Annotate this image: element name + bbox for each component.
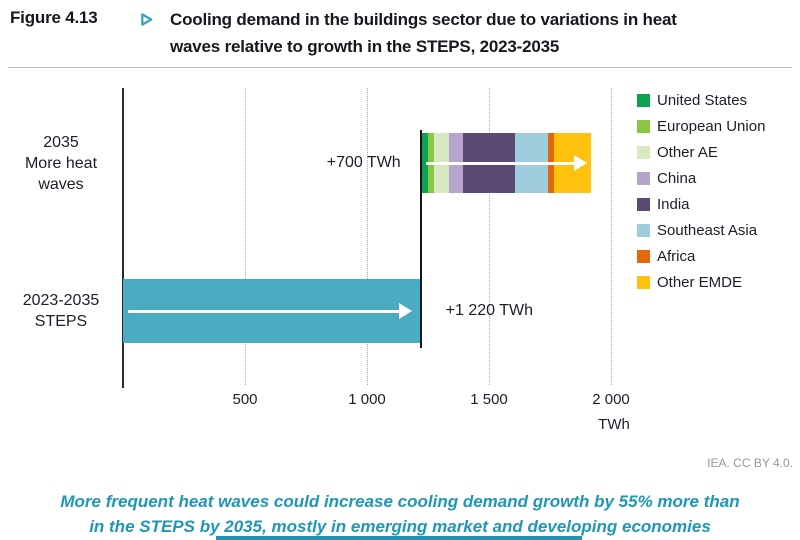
- legend-label-other-ae: Other AE: [657, 143, 718, 161]
- figure-number: Figure 4.13: [10, 8, 98, 27]
- row-label-2035-more-heat-waves: 2035 More heat waves: [2, 132, 120, 195]
- legend-label-european-union: European Union: [657, 117, 766, 135]
- legend-swatch-africa: [637, 249, 650, 263]
- gridline-1500: [489, 88, 490, 385]
- cooling-demand-chart: 500 1 000 1 500 2 000 TWh +700 TWh +1 220 TWh 2…: [2, 88, 765, 433]
- page-footer-band: [216, 536, 582, 540]
- header-divider: [8, 67, 792, 68]
- row-label-line: STEPS: [34, 313, 88, 330]
- figure-caption: More frequent heat waves could increase …: [0, 489, 800, 539]
- legend-item-china: China: [637, 169, 696, 187]
- row-label-line: More heat: [24, 154, 98, 172]
- steps-arrow-shaft: [128, 309, 400, 313]
- gridline-1000: [367, 88, 368, 385]
- row-label-line: waves: [38, 175, 84, 193]
- heatwave-arrow-head-icon: [574, 155, 588, 171]
- legend-swatch-china: [637, 171, 650, 185]
- legend-label-united-states: United States: [657, 91, 748, 109]
- figure-title-line1: Cooling demand in the buildings sector d…: [170, 10, 677, 29]
- baseline-1220-line: [419, 130, 422, 348]
- figure-title-line2: waves relative to growth in the STEPS, 2…: [170, 37, 560, 56]
- legend-swatch-other-emde: [637, 275, 650, 289]
- x-tick-1000: 1 000: [348, 391, 386, 408]
- heatwave-annotation: +700 TWh: [326, 154, 401, 171]
- steps-arrow-head-icon: [398, 303, 412, 319]
- x-tick-500: 500: [232, 391, 258, 408]
- legend-swatch-southeast-asia: [637, 223, 650, 237]
- legend-item-european-union: European Union: [637, 117, 765, 135]
- gridline-2000: [611, 88, 612, 385]
- caption-line1: More frequent heat waves could increase …: [60, 492, 740, 511]
- bar-segment-united-states: [420, 133, 428, 193]
- legend-item-southeast-asia: Southeast Asia: [637, 221, 757, 239]
- legend-label-india: India: [657, 195, 690, 213]
- legend-swatch-other-ae: [637, 145, 650, 159]
- heatwave-arrow-shaft: [425, 161, 576, 165]
- steps-annotation: +1 220 TWh: [445, 302, 533, 319]
- legend-item-africa: Africa: [637, 247, 695, 265]
- legend-item-other-ae: Other AE: [637, 143, 718, 161]
- legend-swatch-united-states: [637, 93, 650, 107]
- legend-swatch-european-union: [637, 119, 650, 133]
- row-label-2023-2035-steps: 2023-2035 STEPS: [2, 290, 120, 332]
- x-tick-2000: 2 000: [592, 391, 630, 408]
- figure-title: Cooling demand in the buildings sector d…: [170, 6, 780, 60]
- row-label-line: 2035: [43, 133, 79, 151]
- gridline-500: [245, 88, 246, 385]
- legend-swatch-india: [637, 197, 650, 211]
- license-attribution: IEA. CC BY 4.0.: [707, 456, 793, 470]
- caption-line2: in the STEPS by 2035, mostly in emerging…: [89, 517, 711, 536]
- legend-label-africa: Africa: [657, 247, 696, 265]
- legend-item-india: India: [637, 195, 690, 213]
- legend-label-china: China: [657, 169, 697, 187]
- x-tick-1500: 1 500: [470, 391, 508, 408]
- legend-label-other-emde: Other EMDE: [657, 273, 743, 291]
- y-axis-line: [122, 88, 124, 388]
- x-axis-unit-label: TWh: [598, 416, 630, 433]
- legend-item-united-states: United States: [637, 91, 747, 109]
- legend-label-southeast-asia: Southeast Asia: [657, 221, 758, 239]
- figure-marker-icon: [141, 13, 153, 26]
- legend-item-other-emde: Other EMDE: [637, 273, 742, 291]
- row-label-line: 2023-2035: [22, 292, 100, 309]
